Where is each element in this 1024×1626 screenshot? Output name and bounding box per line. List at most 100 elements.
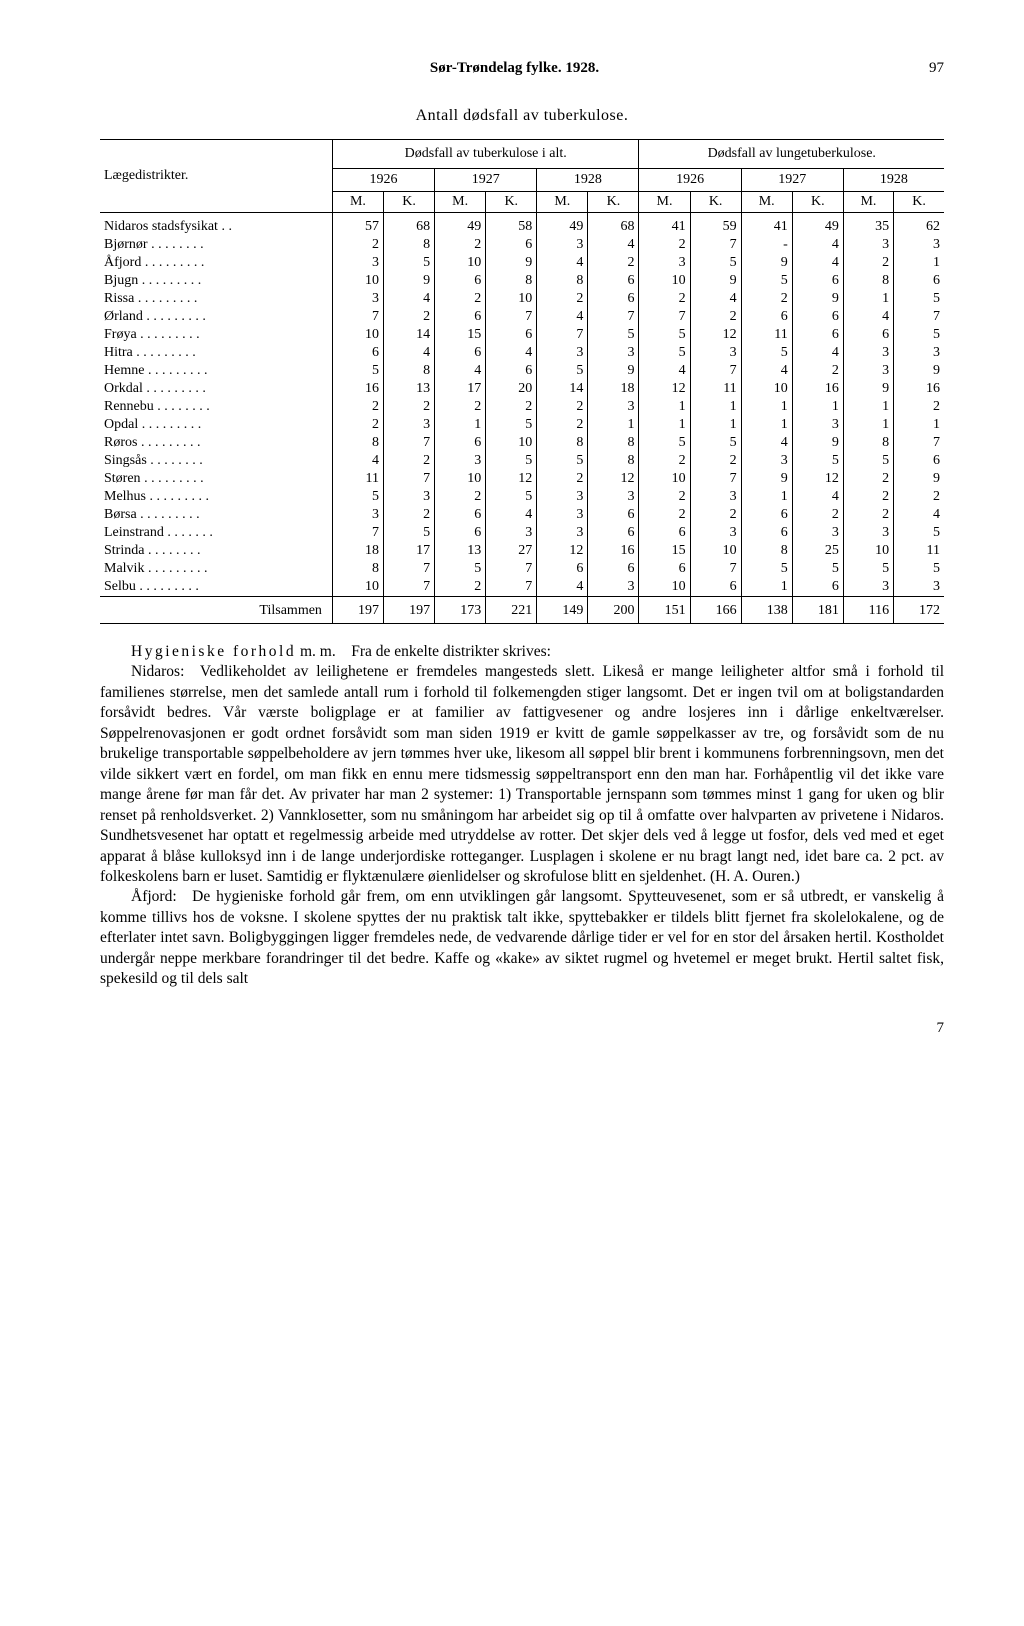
table-cell: 4 [792,236,843,254]
table-cell: 49 [792,213,843,237]
table-cell: 10 [332,326,383,344]
table-cell: 11 [332,470,383,488]
table-cell: 2 [639,488,690,506]
table-cell: 2 [639,236,690,254]
table-cell: 6 [894,452,944,470]
table-cell: 7 [690,470,741,488]
mk-header: K. [384,192,435,213]
table-cell: 3 [843,578,893,597]
table-cell: 8 [537,434,588,452]
table-cell: 17 [384,542,435,560]
year-header: 1926 [332,169,434,192]
group-total: Dødsfall av tuberkulose i alt. [332,140,639,169]
table-cell: 2 [435,236,486,254]
table-cell: 9 [384,272,435,290]
table-cell: 5 [537,452,588,470]
table-cell: 6 [588,524,639,542]
table-cell: 6 [588,272,639,290]
sum-cell: 181 [792,597,843,624]
table-cell: 7 [894,434,944,452]
para-nidaros: Nidaros: Vedlikeholdet av leilighetene e… [100,663,944,885]
table-cell: 6 [537,560,588,578]
year-header: 1926 [639,169,741,192]
table-cell: 5 [792,560,843,578]
table-cell: 12 [792,470,843,488]
table-cell: 49 [537,213,588,237]
table-cell: 3 [588,488,639,506]
table-cell: 3 [435,452,486,470]
table-cell: 9 [894,362,944,380]
table-cell: 5 [894,560,944,578]
table-cell: 2 [332,398,383,416]
table-cell: 3 [537,524,588,542]
table-cell: 5 [639,434,690,452]
mk-header: M. [843,192,893,213]
table-cell: 10 [486,290,537,308]
district-name: Selbu . . . . . . . . . [100,578,332,597]
sum-cell: 172 [894,597,944,624]
table-cell: 7 [486,308,537,326]
sum-cell: 151 [639,597,690,624]
table-cell: 15 [639,542,690,560]
table-cell: 2 [588,254,639,272]
table-cell: 6 [741,524,792,542]
table-cell: 58 [486,213,537,237]
table-cell: 2 [537,470,588,488]
table-cell: 4 [332,452,383,470]
sum-cell: 221 [486,597,537,624]
table-cell: 16 [588,542,639,560]
table-cell: 5 [384,524,435,542]
table-cell: 6 [792,578,843,597]
table-cell: 2 [435,290,486,308]
district-name: Bjørnør . . . . . . . . [100,236,332,254]
table-cell: 3 [741,452,792,470]
tuberculosis-table: Lægedistrikter. Dødsfall av tuberkulose … [100,139,944,624]
year-header: 1927 [435,169,537,192]
table-cell: 3 [588,578,639,597]
table-cell: 7 [486,578,537,597]
table-cell: 8 [384,236,435,254]
table-cell: 7 [690,362,741,380]
table-cell: 6 [435,308,486,326]
table-cell: 4 [537,578,588,597]
sum-cell: 197 [384,597,435,624]
table-cell: 8 [486,272,537,290]
table-cell: 4 [384,344,435,362]
table-cell: 3 [843,362,893,380]
table-cell: 2 [537,416,588,434]
table-cell: 7 [384,578,435,597]
table-cell: 10 [843,542,893,560]
table-cell: 14 [384,326,435,344]
table-cell: 5 [741,272,792,290]
table-cell: 2 [690,308,741,326]
table-cell: 2 [435,488,486,506]
table-cell: 5 [894,524,944,542]
table-cell: 4 [792,254,843,272]
sum-cell: 149 [537,597,588,624]
table-cell: 2 [332,416,383,434]
table-cell: 9 [792,434,843,452]
table-cell: 1 [741,398,792,416]
table-cell: 2 [537,290,588,308]
table-cell: 3 [792,524,843,542]
table-cell: 7 [486,560,537,578]
table-cell: 8 [741,542,792,560]
table-cell: 2 [537,398,588,416]
mk-header: M. [639,192,690,213]
table-cell: 12 [639,380,690,398]
table-cell: 10 [639,272,690,290]
table-cell: 6 [639,524,690,542]
district-name: Bjugn . . . . . . . . . [100,272,332,290]
table-cell: 6 [792,272,843,290]
table-cell: 6 [435,434,486,452]
year-header: 1927 [741,169,843,192]
table-cell: - [741,236,792,254]
table-cell: 5 [792,452,843,470]
page-number: 97 [929,60,944,77]
table-cell: 1 [741,578,792,597]
year-header: 1928 [843,169,944,192]
table-cell: 6 [435,506,486,524]
table-cell: 2 [384,506,435,524]
table-cell: 10 [332,578,383,597]
table-cell: 3 [332,290,383,308]
